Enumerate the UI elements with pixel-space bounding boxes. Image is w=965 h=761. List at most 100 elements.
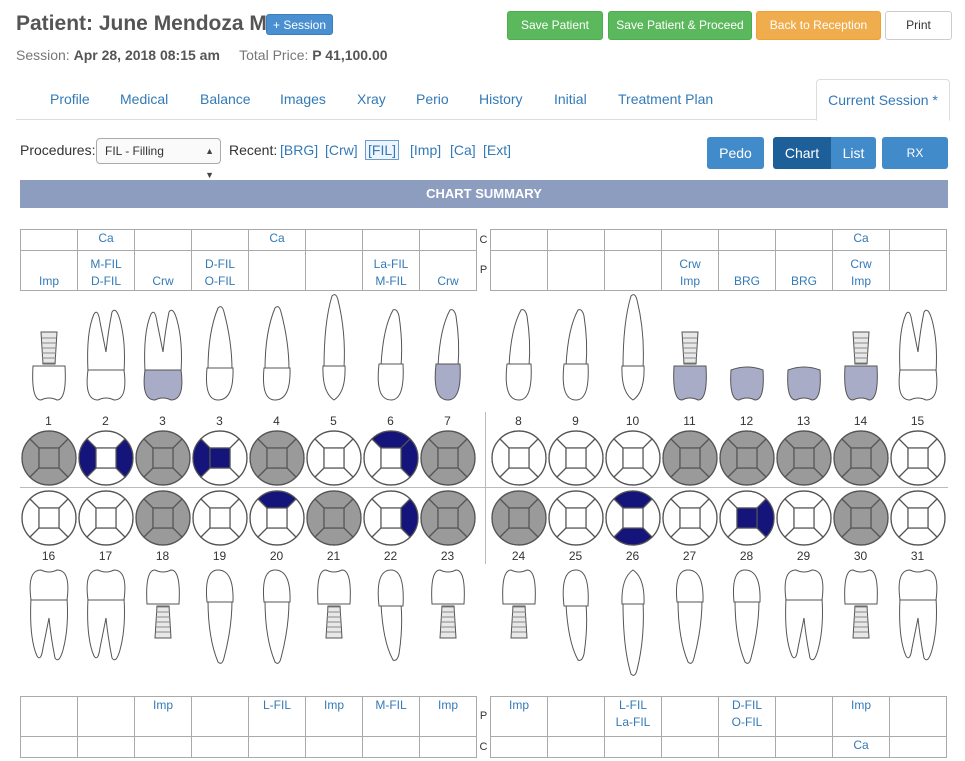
tooth-icon[interactable] <box>76 292 136 402</box>
summary-cell[interactable]: Ca <box>248 229 306 251</box>
surface-chart-lower-7[interactable] <box>419 489 477 547</box>
summary-cell[interactable]: La-FIL M-FIL <box>362 250 420 291</box>
surface-chart-upper-12[interactable] <box>718 429 776 487</box>
surface-chart-upper-0[interactable] <box>20 429 78 487</box>
tooth-icon[interactable] <box>304 568 364 678</box>
summary-cell[interactable]: L-FIL La-FIL <box>604 696 662 737</box>
tooth-icon[interactable] <box>489 568 549 678</box>
tab-images[interactable]: Images <box>280 91 326 107</box>
summary-cell[interactable]: Ca <box>832 229 890 251</box>
tooth-icon[interactable] <box>888 568 948 678</box>
chart-view-button[interactable]: Chart <box>773 137 831 169</box>
summary-cell[interactable] <box>77 736 135 758</box>
surface-chart-upper-7[interactable] <box>419 429 477 487</box>
procedure-select[interactable]: FIL - Filling ▲ ▼ <box>96 138 221 180</box>
surface-chart-upper-2[interactable] <box>134 429 192 487</box>
tab-profile[interactable]: Profile <box>50 91 90 107</box>
summary-cell[interactable] <box>248 736 306 758</box>
summary-cell[interactable]: Crw <box>419 250 477 291</box>
surface-chart-upper-3[interactable] <box>191 429 249 487</box>
tooth-icon[interactable] <box>247 568 307 678</box>
summary-cell[interactable]: Imp <box>419 696 477 737</box>
tab-xray[interactable]: Xray <box>357 91 386 107</box>
tab-treatment-plan[interactable]: Treatment Plan <box>618 91 714 107</box>
summary-cell[interactable] <box>547 696 605 737</box>
tooth-icon[interactable] <box>717 292 777 402</box>
surface-chart-lower-1[interactable] <box>77 489 135 547</box>
tooth-icon[interactable] <box>19 568 79 678</box>
summary-cell[interactable] <box>547 250 605 291</box>
summary-cell[interactable] <box>490 250 548 291</box>
summary-cell[interactable]: M-FIL <box>362 696 420 737</box>
tab-balance[interactable]: Balance <box>200 91 251 107</box>
surface-chart-upper-1[interactable] <box>77 429 135 487</box>
summary-cell[interactable] <box>191 736 249 758</box>
summary-cell[interactable] <box>419 229 477 251</box>
summary-cell[interactable] <box>661 229 719 251</box>
tooth-icon[interactable] <box>603 292 663 402</box>
summary-cell[interactable] <box>718 229 776 251</box>
tab-perio[interactable]: Perio <box>416 91 449 107</box>
surface-chart-lower-0[interactable] <box>20 489 78 547</box>
summary-cell[interactable]: Crw Imp <box>832 250 890 291</box>
tab-current-session[interactable]: Current Session * <box>816 79 950 121</box>
tooth-icon[interactable] <box>361 568 421 678</box>
tooth-icon[interactable] <box>774 292 834 402</box>
surface-chart-lower-5[interactable] <box>305 489 363 547</box>
summary-cell[interactable] <box>191 229 249 251</box>
surface-chart-lower-14[interactable] <box>832 489 890 547</box>
summary-cell[interactable] <box>889 250 947 291</box>
summary-cell[interactable] <box>775 736 833 758</box>
tab-history[interactable]: History <box>479 91 523 107</box>
add-session-button[interactable]: + Session <box>266 14 334 35</box>
summary-cell[interactable] <box>889 229 947 251</box>
summary-cell[interactable]: Imp <box>305 696 363 737</box>
summary-cell[interactable] <box>305 250 363 291</box>
tooth-icon[interactable] <box>660 568 720 678</box>
summary-cell[interactable] <box>775 229 833 251</box>
pedo-button[interactable]: Pedo <box>707 137 764 169</box>
summary-cell[interactable]: L-FIL <box>248 696 306 737</box>
summary-cell[interactable]: Imp <box>20 250 78 291</box>
summary-cell[interactable] <box>419 736 477 758</box>
tooth-icon[interactable] <box>19 292 79 402</box>
surface-chart-upper-10[interactable] <box>604 429 662 487</box>
surface-chart-lower-3[interactable] <box>191 489 249 547</box>
summary-cell[interactable] <box>77 696 135 737</box>
surface-chart-lower-4[interactable] <box>248 489 306 547</box>
save-patient-button[interactable]: Save Patient <box>507 11 603 40</box>
surface-chart-upper-14[interactable] <box>832 429 890 487</box>
summary-cell[interactable] <box>20 736 78 758</box>
tooth-icon[interactable] <box>717 568 777 678</box>
summary-cell[interactable] <box>775 696 833 737</box>
summary-cell[interactable] <box>20 696 78 737</box>
rx-button[interactable]: RX <box>882 137 948 169</box>
surface-chart-lower-8[interactable] <box>490 489 548 547</box>
summary-cell[interactable] <box>661 696 719 737</box>
tooth-icon[interactable] <box>190 292 250 402</box>
summary-cell[interactable]: Ca <box>832 736 890 758</box>
summary-cell[interactable] <box>604 229 662 251</box>
tooth-icon[interactable] <box>489 292 549 402</box>
summary-cell[interactable]: Ca <box>77 229 135 251</box>
surface-chart-lower-11[interactable] <box>661 489 719 547</box>
summary-cell[interactable] <box>305 229 363 251</box>
surface-chart-upper-8[interactable] <box>490 429 548 487</box>
summary-cell[interactable] <box>362 736 420 758</box>
summary-cell[interactable]: BRG <box>718 250 776 291</box>
tooth-icon[interactable] <box>76 568 136 678</box>
summary-cell[interactable]: Crw <box>134 250 192 291</box>
tab-initial[interactable]: Initial <box>554 91 587 107</box>
summary-cell[interactable] <box>547 736 605 758</box>
tooth-icon[interactable] <box>546 292 606 402</box>
summary-cell[interactable] <box>20 229 78 251</box>
back-to-reception-button[interactable]: Back to Reception <box>756 11 881 40</box>
save-proceed-button[interactable]: Save Patient & Proceed <box>608 11 752 40</box>
tooth-icon[interactable] <box>831 292 891 402</box>
surface-chart-upper-11[interactable] <box>661 429 719 487</box>
tab-medical[interactable]: Medical <box>120 91 169 107</box>
surface-chart-upper-13[interactable] <box>775 429 833 487</box>
tooth-icon[interactable] <box>361 292 421 402</box>
list-view-button[interactable]: List <box>831 137 876 169</box>
recent-ca-link[interactable]: [Ca] <box>450 142 476 158</box>
